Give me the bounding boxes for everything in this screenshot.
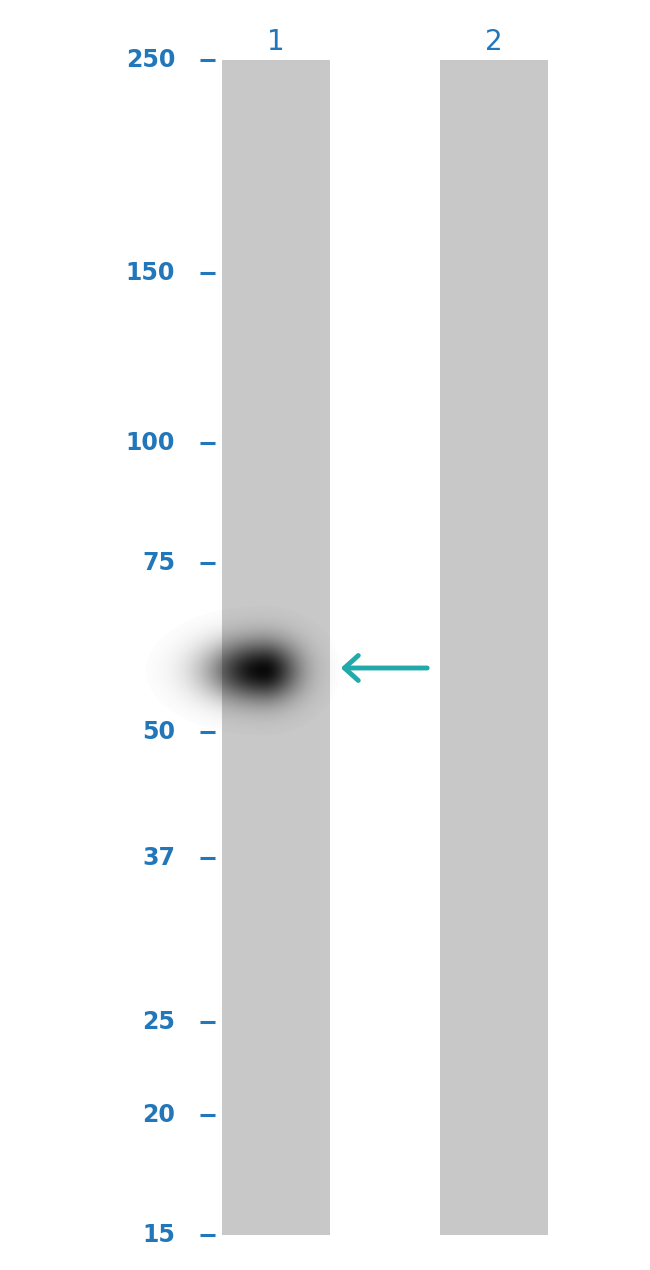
Text: 150: 150 bbox=[125, 262, 175, 286]
Text: 250: 250 bbox=[125, 48, 175, 72]
Text: 15: 15 bbox=[142, 1223, 175, 1247]
Text: 1: 1 bbox=[267, 28, 285, 56]
Text: 100: 100 bbox=[125, 431, 175, 455]
Text: 20: 20 bbox=[142, 1102, 175, 1126]
Text: 37: 37 bbox=[142, 846, 175, 870]
Text: 75: 75 bbox=[142, 551, 175, 575]
Text: 50: 50 bbox=[142, 720, 175, 744]
Text: 2: 2 bbox=[485, 28, 503, 56]
Text: 25: 25 bbox=[142, 1010, 175, 1034]
